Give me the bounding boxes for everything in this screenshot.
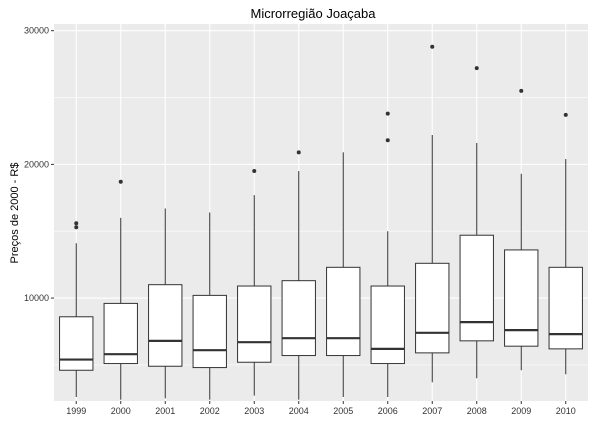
box-2009 (504, 88, 539, 371)
outlier-point (474, 66, 479, 71)
y-axis-ticks: 10000 20000 30000 (24, 26, 54, 303)
x-tick-label: 2010 (556, 406, 576, 416)
outlier-point (74, 225, 79, 230)
boxes-layer (59, 44, 583, 400)
outlier-point (519, 88, 524, 93)
x-tick-label: 2006 (378, 406, 398, 416)
box-2010 (548, 112, 583, 375)
outlier-point (252, 169, 257, 174)
outlier-point (385, 111, 390, 116)
minor-gridlines (54, 97, 588, 366)
outlier-point (118, 179, 123, 184)
outlier-point (74, 221, 79, 226)
box-body (548, 266, 583, 350)
box-2002 (192, 212, 227, 400)
outlier-point (563, 112, 568, 117)
box-2006 (370, 111, 405, 397)
y-tick-label: 20000 (24, 159, 49, 169)
chart-title: Microrregião Joaçaba (250, 6, 376, 21)
box-body (370, 285, 405, 365)
x-tick-label: 2001 (155, 406, 175, 416)
x-axis-ticks: 1999 2000 2001 2002 2003 2004 2005 2006 2007 2008… (66, 401, 576, 416)
box-body (237, 285, 272, 363)
box-1999 (59, 221, 94, 397)
box-body (504, 249, 539, 347)
box-2005 (326, 152, 361, 397)
y-tick-label: 30000 (24, 26, 49, 36)
x-tick-label: 2004 (289, 406, 309, 416)
box-2008 (459, 66, 494, 379)
x-tick-label: 2000 (111, 406, 131, 416)
box-body (148, 284, 183, 367)
x-tick-label: 2009 (511, 406, 531, 416)
x-tick-label: 1999 (66, 406, 86, 416)
box-body (415, 262, 450, 354)
x-tick-label: 2007 (422, 406, 442, 416)
box-2007 (415, 44, 450, 383)
x-tick-label: 2003 (244, 406, 264, 416)
outlier-point (296, 150, 301, 155)
box-body (192, 294, 227, 369)
box-2001 (148, 208, 183, 399)
box-2003 (237, 169, 272, 396)
x-tick-label: 2008 (467, 406, 487, 416)
x-tick-label: 2005 (333, 406, 353, 416)
box-body (281, 280, 316, 357)
y-tick-label: 10000 (24, 293, 49, 303)
box-body (59, 316, 94, 371)
y-axis-label: Preços de 2000 - R$ (9, 163, 21, 264)
box-2004 (281, 150, 316, 400)
plot-panel (54, 24, 588, 401)
box-2000 (103, 179, 138, 400)
box-body (326, 266, 361, 357)
x-tick-label: 2002 (200, 406, 220, 416)
outlier-point (385, 138, 390, 143)
outlier-point (430, 44, 435, 49)
box-body (459, 234, 494, 342)
